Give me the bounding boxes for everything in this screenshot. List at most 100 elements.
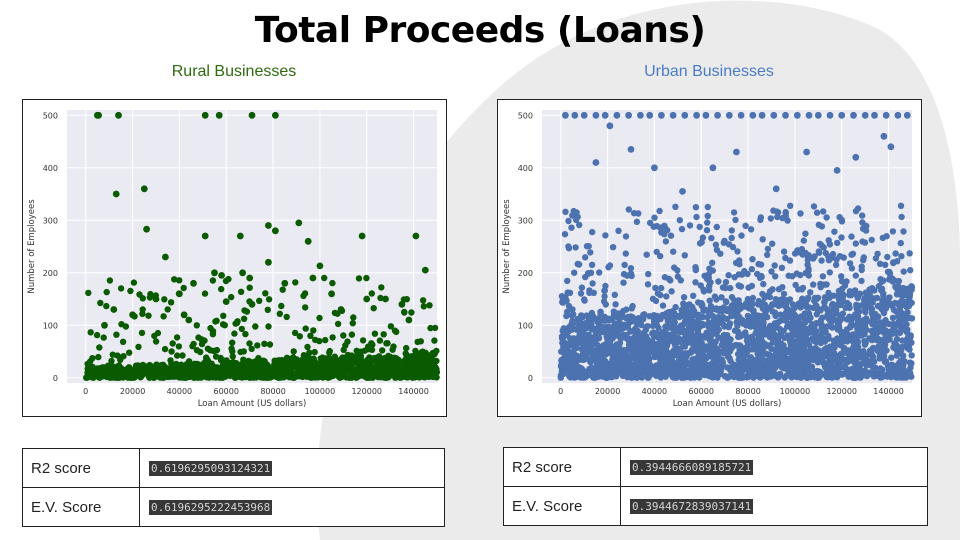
rural-data-point — [176, 277, 183, 284]
urban-data-point — [869, 353, 877, 360]
urban-data-point — [821, 362, 828, 369]
urban-data-point — [773, 208, 781, 215]
urban-data-point — [899, 337, 906, 344]
urban-data-point — [898, 253, 905, 260]
urban-data-point — [897, 328, 904, 335]
urban-data-point — [904, 309, 911, 316]
urban-data-point — [828, 349, 836, 356]
urban-data-point — [700, 307, 707, 314]
urban-data-point — [668, 364, 675, 371]
urban-data-point — [678, 374, 685, 381]
rural-data-point — [379, 347, 386, 354]
rural-data-point — [302, 365, 310, 372]
rural-data-point — [403, 344, 410, 352]
urban-data-point — [903, 111, 911, 119]
rural-data-point — [95, 353, 102, 361]
rural-data-point — [183, 369, 190, 377]
urban-data-point — [653, 312, 661, 320]
urban-data-point — [839, 357, 846, 364]
urban-data-point — [852, 272, 859, 279]
urban-data-point — [692, 279, 699, 286]
rural-data-point — [160, 313, 167, 320]
urban-data-point — [892, 299, 899, 307]
rural-data-point — [176, 290, 183, 298]
urban-data-point — [879, 300, 886, 307]
urban-data-point — [609, 316, 616, 323]
urban-data-point — [908, 315, 916, 322]
urban-data-point — [643, 251, 650, 258]
rural-data-point — [295, 219, 303, 227]
urban-data-point — [573, 326, 581, 333]
urban-data-point — [653, 322, 661, 329]
rural-data-point — [234, 318, 241, 325]
urban-data-point — [835, 322, 843, 329]
urban-data-point — [895, 277, 903, 285]
rural-data-point — [85, 289, 92, 297]
rural-data-point — [340, 332, 347, 339]
rural-data-point — [272, 227, 279, 235]
urban-data-point — [565, 217, 572, 225]
rural-data-point — [357, 348, 364, 355]
urban-data-point — [899, 352, 907, 359]
urban-data-point — [703, 227, 711, 234]
urban-data-point — [644, 281, 652, 288]
urban-data-point — [903, 321, 910, 328]
rural-data-point — [169, 340, 176, 347]
urban-data-point — [722, 278, 730, 286]
urban-data-point — [759, 318, 766, 326]
urban-data-point — [611, 349, 618, 357]
urban-data-point — [595, 373, 602, 380]
urban-x-tick-label: 20000 — [595, 387, 620, 396]
ev-value-cell: 0.3944672839037141 — [620, 486, 928, 526]
urban-data-point — [597, 308, 604, 315]
rural-data-point — [193, 347, 201, 354]
urban-data-point — [752, 330, 759, 337]
urban-data-point — [723, 315, 731, 323]
rural-data-point — [292, 279, 299, 286]
urban-data-point — [708, 322, 716, 329]
urban-data-point — [671, 349, 678, 356]
urban-data-point — [854, 294, 861, 302]
rural-data-point — [389, 354, 396, 362]
urban-data-point — [792, 340, 799, 347]
urban-data-point — [615, 227, 622, 234]
rural-data-point — [198, 340, 206, 348]
urban-data-point — [739, 316, 746, 324]
urban-data-point — [669, 317, 676, 324]
urban-data-point — [838, 111, 846, 119]
urban-data-point — [897, 202, 905, 209]
rural-data-point — [237, 288, 245, 295]
urban-data-point — [810, 255, 817, 262]
urban-data-point — [772, 296, 779, 303]
rural-data-point — [393, 364, 400, 371]
rural-data-point — [209, 328, 217, 335]
urban-data-point — [805, 252, 812, 259]
urban-data-point — [800, 237, 807, 244]
urban-data-point — [866, 290, 873, 297]
urban-data-point — [573, 209, 580, 216]
urban-data-point — [831, 228, 838, 235]
rural-data-point — [368, 290, 375, 297]
urban-data-point — [691, 308, 698, 315]
urban-data-point — [595, 349, 603, 357]
urban-data-point — [850, 344, 857, 351]
rural-y-tick-label: 500 — [43, 111, 58, 120]
rural-data-point — [287, 365, 294, 372]
urban-data-point — [633, 218, 641, 225]
urban-data-point — [693, 111, 700, 119]
rural-data-point — [233, 360, 240, 367]
urban-data-point — [709, 369, 716, 376]
rural-data-point — [164, 306, 171, 313]
urban-data-point — [645, 270, 652, 278]
urban-data-point — [625, 336, 632, 343]
urban-data-point — [587, 249, 594, 256]
urban-y-tick-label: 400 — [518, 164, 533, 173]
rural-data-point — [243, 308, 251, 315]
urban-data-point — [823, 214, 830, 221]
rural-data-point — [112, 190, 120, 198]
urban-data-point — [846, 260, 854, 267]
urban-data-point — [606, 262, 614, 269]
urban-data-point — [846, 288, 854, 295]
urban-data-point — [826, 269, 833, 276]
urban-data-point — [704, 203, 711, 211]
